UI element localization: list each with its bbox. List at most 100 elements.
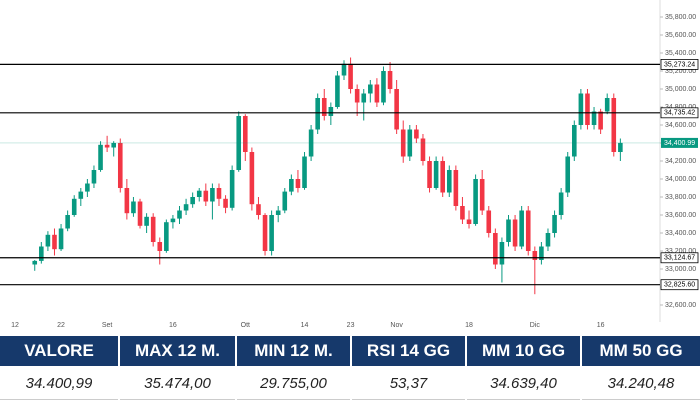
candle-body — [558, 192, 564, 215]
candle-body — [58, 228, 64, 250]
candle-body — [190, 197, 195, 205]
candle-body — [506, 219, 511, 242]
candle-body — [361, 93, 367, 103]
candle-body — [269, 215, 274, 251]
candle-body — [302, 156, 307, 188]
candle-body — [460, 206, 465, 220]
candle-body — [111, 143, 116, 148]
candle-body — [493, 233, 498, 265]
candle-body — [98, 144, 103, 170]
y-tick-label: 32,600.00 — [665, 302, 696, 309]
candle-body — [420, 138, 426, 161]
stat-value: 34.400,99 — [0, 368, 118, 400]
candle-body — [243, 116, 248, 152]
candle-body — [32, 260, 38, 265]
level-box — [660, 252, 699, 264]
column-header: MM 50 GG — [582, 336, 700, 366]
candle-body — [532, 251, 538, 260]
candle-body — [433, 161, 439, 188]
candle-body — [446, 170, 452, 193]
candle-body — [374, 84, 380, 103]
candle-body — [124, 188, 130, 214]
candle-body — [45, 234, 51, 247]
level-label: 35,273.24 — [664, 61, 695, 68]
y-tick-label: 34,600.00 — [665, 122, 696, 129]
candle-body — [499, 242, 505, 265]
candle-body — [618, 142, 623, 152]
candle-body — [328, 107, 334, 116]
candle-body — [52, 234, 57, 250]
candle-body — [289, 179, 294, 192]
x-tick-label: 16 — [169, 322, 177, 329]
y-tick-label: 35,400.00 — [665, 50, 696, 57]
candle-body — [552, 215, 557, 233]
stat-value: 34.639,40 — [467, 368, 580, 400]
level-label: 33,124.67 — [664, 255, 695, 262]
candle-body — [539, 246, 544, 260]
candle-body — [216, 188, 222, 199]
candle-body — [236, 116, 242, 170]
candle-body — [512, 219, 518, 247]
candle-body — [150, 216, 156, 242]
y-tick-label: 35,000.00 — [665, 86, 696, 93]
x-tick-label: 16 — [597, 322, 605, 329]
candle-body — [65, 215, 70, 229]
y-tick-label: 33,400.00 — [665, 230, 696, 237]
level-box — [660, 279, 699, 291]
x-tick-label: Set — [102, 322, 113, 329]
candle-body — [210, 188, 215, 202]
candle-body — [164, 222, 169, 251]
y-tick-label: 34,200.00 — [665, 158, 696, 165]
x-tick-label: Ott — [241, 322, 250, 329]
y-tick-label: 34,800.00 — [665, 104, 696, 111]
candle-body — [473, 179, 478, 224]
x-tick-label: 22 — [57, 322, 65, 329]
level-box — [660, 107, 699, 119]
candle-body — [117, 143, 123, 188]
candle-body — [381, 71, 386, 103]
candle-body — [203, 190, 209, 202]
y-tick-label: 35,200.00 — [665, 68, 696, 75]
candle-body — [223, 198, 228, 208]
candle-body — [407, 129, 413, 157]
candle-body — [71, 198, 77, 215]
candle-body — [354, 89, 360, 103]
candle-body — [308, 129, 314, 157]
x-tick-label: Dic — [530, 322, 541, 329]
candle-body — [341, 63, 347, 76]
y-tick-label: 33,800.00 — [665, 194, 696, 201]
candle-body — [611, 98, 617, 152]
candle-body — [565, 156, 571, 193]
candle-body — [315, 98, 320, 130]
y-tick-label: 35,600.00 — [665, 32, 696, 39]
candle-body — [394, 89, 399, 130]
x-tick-label: 18 — [465, 322, 473, 329]
y-tick-label: 33,200.00 — [665, 248, 696, 255]
y-tick-label: 33,000.00 — [665, 266, 696, 273]
candle-body — [400, 129, 406, 157]
level-label: 34,735.42 — [664, 110, 695, 117]
candle-body — [368, 84, 373, 94]
candle-body — [262, 215, 268, 251]
candle-body — [282, 191, 288, 211]
candle-body — [39, 246, 44, 261]
candle-body — [104, 144, 110, 148]
stat-value: 34.240,48 — [582, 368, 700, 400]
candle-body — [144, 216, 149, 226]
x-tick-label: 12 — [11, 322, 19, 329]
x-tick-label: Nov — [390, 322, 403, 329]
stat-value: 29.755,00 — [237, 368, 350, 400]
column-header: RSI 14 GG — [352, 336, 465, 366]
candle-body — [256, 204, 261, 215]
candle-body — [183, 204, 189, 211]
candle-body — [453, 170, 459, 206]
last-price-box — [661, 137, 698, 148]
chart: 32,600.0032,800.0033,000.0033,200.0033,4… — [0, 0, 699, 329]
y-tick-label: 35,800.00 — [665, 14, 696, 21]
candle-body — [591, 111, 597, 125]
candle-body — [572, 125, 577, 157]
candle-body — [177, 210, 182, 219]
candle-body — [440, 161, 445, 193]
candle-body — [414, 129, 419, 139]
